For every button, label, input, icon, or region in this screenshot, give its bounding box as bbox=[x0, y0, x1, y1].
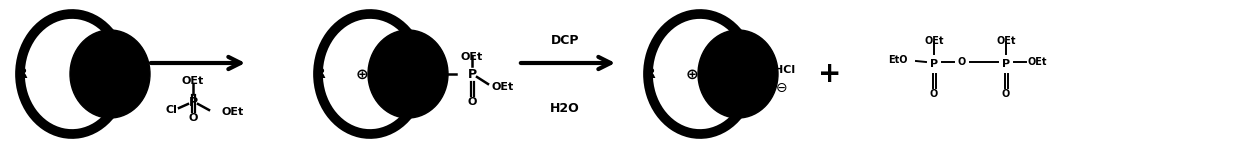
Text: O: O bbox=[188, 113, 198, 123]
Text: R: R bbox=[16, 67, 27, 81]
Text: OEt: OEt bbox=[221, 107, 243, 117]
Text: EtO: EtO bbox=[888, 55, 908, 65]
Text: ⊕: ⊕ bbox=[685, 66, 699, 82]
Text: HCl: HCl bbox=[774, 65, 795, 75]
Text: OEt: OEt bbox=[182, 76, 204, 86]
Text: P: P bbox=[1002, 59, 1010, 69]
Text: R: R bbox=[315, 67, 326, 81]
Ellipse shape bbox=[69, 30, 150, 118]
Text: DCP: DCP bbox=[551, 33, 580, 46]
Text: OEt: OEt bbox=[996, 36, 1016, 46]
Text: ⊖: ⊖ bbox=[776, 81, 788, 95]
Text: O: O bbox=[1002, 89, 1010, 99]
Text: P: P bbox=[467, 67, 477, 81]
Ellipse shape bbox=[368, 30, 449, 118]
Text: O: O bbox=[958, 57, 966, 67]
Text: OEt: OEt bbox=[924, 36, 944, 46]
Text: P: P bbox=[930, 59, 938, 69]
Text: O: O bbox=[467, 97, 477, 107]
Text: Cl: Cl bbox=[165, 105, 177, 115]
Ellipse shape bbox=[698, 30, 778, 118]
Text: R: R bbox=[644, 67, 655, 81]
Text: P: P bbox=[188, 95, 197, 108]
Text: H2O: H2O bbox=[550, 102, 580, 115]
Text: ⊕: ⊕ bbox=[356, 66, 368, 82]
Text: OEt: OEt bbox=[1028, 57, 1047, 67]
Text: +: + bbox=[818, 60, 841, 88]
Text: OEt: OEt bbox=[492, 82, 514, 92]
Text: O: O bbox=[930, 89, 938, 99]
Text: OEt: OEt bbox=[461, 52, 483, 62]
